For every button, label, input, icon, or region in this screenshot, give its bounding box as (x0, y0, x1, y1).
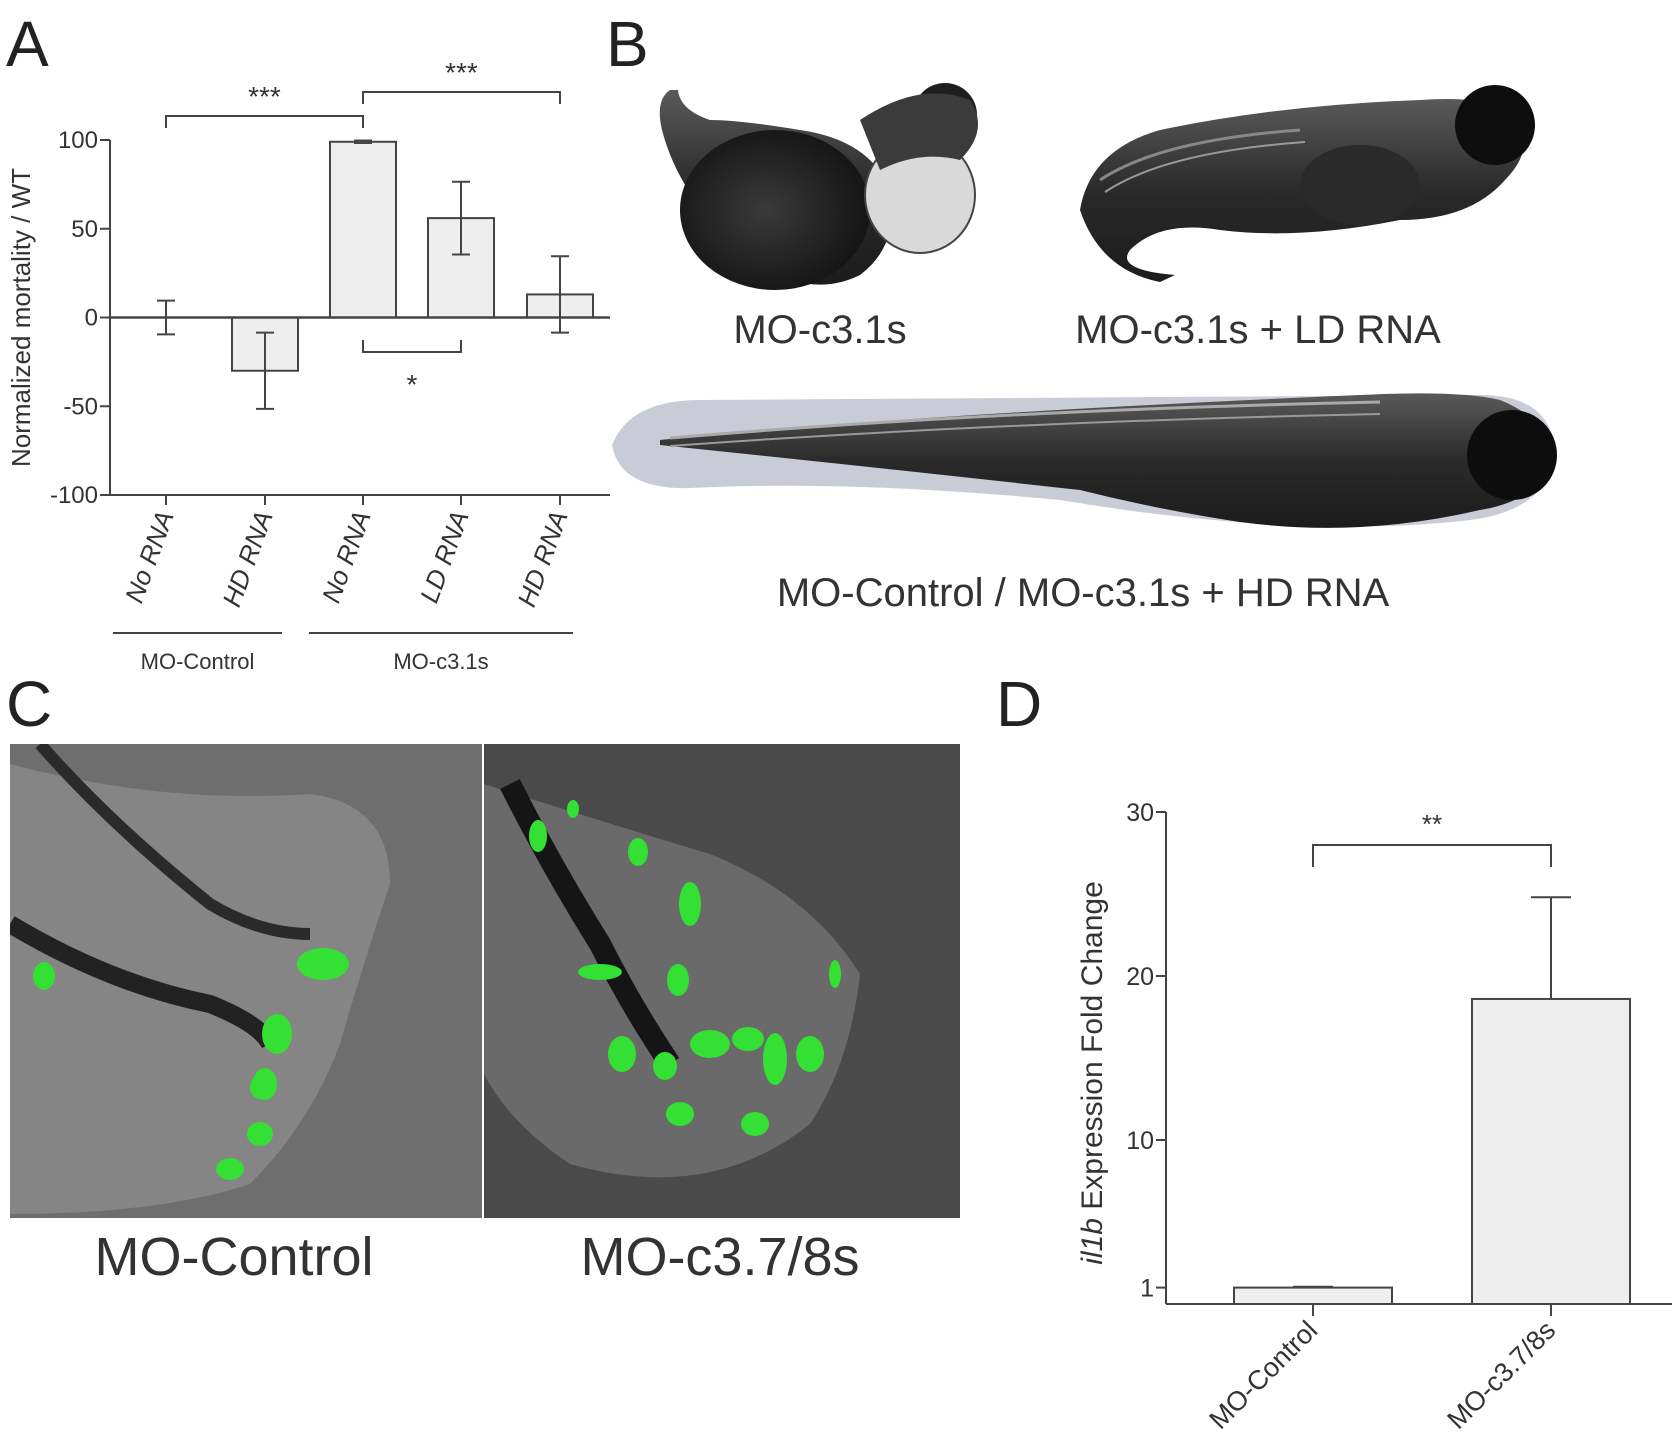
embryo-mo-c31s (659, 83, 978, 290)
a-x-tick-label: HD RNA (511, 507, 573, 611)
a-significance-bracket (165, 115, 364, 128)
panel-label-c: C (6, 668, 53, 740)
caption-c-2: MO-c3.7/8s (580, 1227, 860, 1287)
embryo-mo-control (612, 393, 1557, 528)
d-x-tick-label: MO-c3.7/8s (1441, 1315, 1561, 1435)
a-x-tick-label: No RNA (119, 507, 180, 607)
panel-label-a: A (6, 8, 49, 80)
a-y-tick-label: 0 (85, 305, 98, 332)
caption-b-3: MO-Control / MO-c3.1s + HD RNA (776, 571, 1390, 615)
a-y-axis-title: Normalized mortality / WT (6, 168, 36, 467)
a-y-tick-label: 100 (58, 127, 98, 154)
d-y-tick-label: 30 (1126, 799, 1154, 827)
a-significance-label: * (407, 369, 418, 400)
d-bar (1471, 997, 1631, 1306)
d-significance-label: ** (1422, 809, 1442, 839)
d-y-axis-title: il1b Expression Fold Change (1076, 881, 1109, 1265)
d-y-tick-label: 10 (1126, 1127, 1154, 1155)
panel-b-embryo-photos (612, 83, 1557, 528)
a-significance-bracket (362, 340, 462, 353)
caption-b-2: MO-c3.1s + LD RNA (1075, 308, 1441, 352)
a-x-tick-label: HD RNA (216, 507, 278, 611)
embryo-mo-c31s-ld-rna (1080, 85, 1535, 282)
d-y-tick-label: 20 (1126, 963, 1154, 991)
panel-label-b: B (606, 8, 649, 80)
a-y-tick-label: -50 (63, 393, 98, 420)
d-significance-bracket (1312, 844, 1552, 867)
a-significance-label: *** (248, 81, 281, 112)
a-y-tick-label: -100 (50, 482, 98, 509)
caption-b-1: MO-c3.1s (733, 308, 907, 352)
d-bar (1233, 1286, 1393, 1305)
a-bar (329, 140, 397, 319)
a-x-tick-label: LD RNA (414, 507, 475, 607)
d-y-tick-label: 1 (1140, 1275, 1154, 1303)
a-group-label: MO-c3.1s (393, 649, 488, 674)
a-x-tick-label: No RNA (316, 507, 377, 607)
a-y-tick-label: 50 (71, 216, 98, 243)
panel-c-fluorescence-images (10, 744, 960, 1218)
panel-label-d: D (996, 668, 1043, 740)
a-significance-label: *** (445, 57, 478, 88)
caption-c-1: MO-Control (94, 1227, 374, 1287)
a-significance-bracket (362, 91, 561, 104)
d-x-tick-label: MO-Control (1203, 1315, 1323, 1435)
a-group-label: MO-Control (141, 649, 255, 674)
